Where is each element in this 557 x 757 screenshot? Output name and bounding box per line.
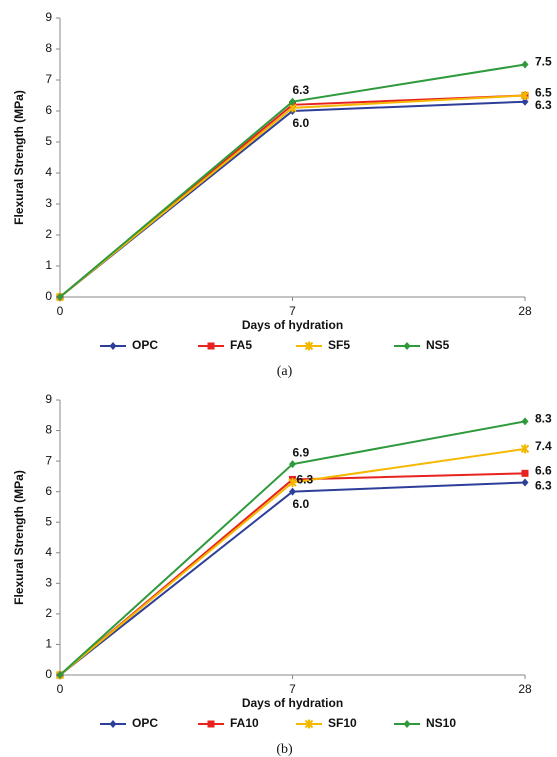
marker (403, 720, 411, 728)
legend-label: SF10 (328, 716, 357, 730)
x-tick-label: 28 (518, 682, 532, 696)
marker (521, 97, 529, 106)
value-label: 8.3 (535, 412, 552, 426)
y-tick-label: 0 (45, 289, 52, 303)
legend-label: NS5 (426, 338, 450, 352)
value-label: 6.3 (293, 83, 310, 97)
legend-label: OPC (132, 338, 158, 352)
y-tick-label: 2 (45, 606, 52, 620)
marker (56, 293, 64, 301)
x-tick-label: 7 (289, 304, 296, 318)
marker (288, 478, 297, 487)
y-tick-label: 4 (45, 165, 52, 179)
value-label: 6.3 (535, 479, 552, 493)
legend-label: OPC (132, 716, 158, 730)
marker (289, 460, 296, 469)
y-tick-label: 3 (45, 576, 52, 590)
y-axis-title: Flexural Strength (MPa) (12, 90, 26, 225)
x-axis-title: Days of hydration (242, 696, 343, 710)
y-tick-label: 6 (45, 484, 52, 498)
marker (521, 478, 529, 487)
marker (403, 342, 411, 350)
y-tick-label: 0 (45, 667, 52, 681)
y-axis-title: Flexural Strength (MPa) (12, 470, 26, 605)
x-tick-label: 0 (57, 304, 64, 318)
marker (521, 60, 529, 69)
x-axis-title: Days of hydration (242, 318, 343, 332)
marker (56, 671, 64, 679)
value-label: 6.3 (535, 98, 552, 112)
y-tick-label: 6 (45, 103, 52, 117)
y-tick-label: 5 (45, 514, 52, 528)
y-tick-label: 7 (45, 72, 52, 86)
value-label: 6.6 (535, 464, 552, 478)
marker (207, 720, 215, 728)
legend-label: SF5 (328, 338, 350, 352)
marker (304, 719, 314, 729)
marker (109, 342, 117, 350)
value-label: 6.5 (535, 86, 552, 100)
value-label: 7.4 (535, 439, 552, 453)
y-tick-label: 4 (45, 545, 52, 559)
y-tick-label: 3 (45, 196, 52, 210)
marker (289, 97, 296, 106)
value-label: 7.5 (535, 55, 552, 69)
caption: (b) (276, 742, 293, 757)
y-tick-label: 9 (45, 392, 52, 406)
x-tick-label: 0 (57, 682, 64, 696)
series-line (59, 481, 526, 676)
y-tick-label: 1 (45, 637, 52, 651)
y-tick-label: 7 (45, 453, 52, 467)
y-tick-label: 1 (45, 258, 52, 272)
legend-label: NS10 (426, 716, 456, 730)
x-tick-label: 28 (518, 304, 532, 318)
series-line (59, 100, 526, 298)
legend-label: FA5 (230, 338, 252, 352)
value-label: 6.0 (293, 497, 310, 511)
value-label: 6.0 (293, 116, 310, 130)
x-tick-label: 7 (289, 682, 296, 696)
value-label: 6.3 (297, 473, 314, 487)
legend-label: FA10 (230, 716, 259, 730)
y-tick-label: 8 (45, 41, 52, 55)
marker (521, 417, 529, 426)
marker (520, 444, 530, 454)
value-label: 6.9 (293, 445, 310, 459)
caption: (a) (277, 364, 293, 379)
y-tick-label: 2 (45, 227, 52, 241)
marker (304, 341, 314, 351)
marker (207, 342, 215, 350)
marker (289, 487, 296, 496)
marker (520, 91, 530, 100)
y-tick-label: 9 (45, 10, 52, 24)
marker (109, 720, 117, 728)
y-tick-label: 5 (45, 134, 52, 148)
marker (521, 469, 529, 477)
y-tick-label: 8 (45, 423, 52, 437)
